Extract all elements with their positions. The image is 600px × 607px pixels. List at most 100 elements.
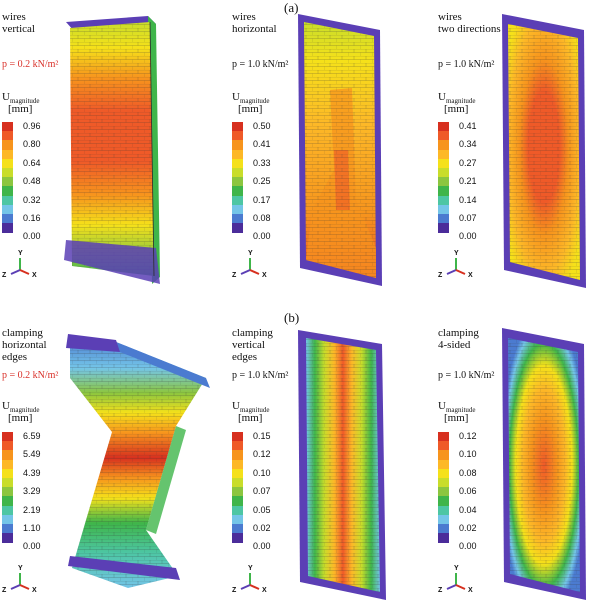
u-symbol: U <box>2 91 10 103</box>
part-label-a: (a) <box>284 0 299 15</box>
legend-swatch <box>438 195 449 206</box>
wall-model-wires-vertical <box>64 16 160 284</box>
title-line: clamping <box>2 327 43 339</box>
legend-swatch <box>2 441 13 451</box>
legend-swatch <box>232 149 243 160</box>
u-subscript: magnitude <box>445 406 476 415</box>
legend-value: 0.12 <box>459 431 477 441</box>
u-magnitude-label: Umagnitude <box>438 91 476 105</box>
legend-value: 0.08 <box>253 213 271 223</box>
legend-swatch <box>2 214 13 224</box>
axis-arrow <box>446 584 457 590</box>
axis-arrow <box>240 269 251 275</box>
u-magnitude-label: Umagnitude <box>2 400 40 414</box>
title-line: wires <box>232 11 256 23</box>
title-line: clamping <box>232 327 273 339</box>
u-subscript: magnitude <box>239 97 270 106</box>
legend-swatch <box>232 177 243 187</box>
axis-label-z: Z <box>438 587 443 594</box>
legend-swatch <box>438 533 449 543</box>
legend-swatch <box>2 468 13 479</box>
axis-label-z: Z <box>232 587 237 594</box>
wall-model-wires-two-directions <box>502 14 586 288</box>
title-line: edges <box>232 351 258 363</box>
pressure-label: p = 0.2 kN/m² <box>2 59 59 70</box>
axis-arrow <box>240 584 251 590</box>
u-magnitude-label: Umagnitude <box>232 91 270 105</box>
legend-value: 0.48 <box>23 176 41 187</box>
title-line: wires <box>2 11 26 23</box>
legend-swatch <box>2 514 13 525</box>
axis-label-x: X <box>468 272 473 279</box>
u-symbol: U <box>438 400 446 412</box>
legend-swatch <box>232 478 243 488</box>
legend-value: 0.07 <box>253 486 271 497</box>
legend-swatch <box>438 432 449 442</box>
legend-swatch <box>2 204 13 215</box>
legend-swatch <box>232 468 243 479</box>
panel-title-clamping-vertical-edges: clamping vertical edges <box>232 327 273 363</box>
title-line: vertical <box>232 339 265 351</box>
legend-swatch <box>438 214 449 224</box>
axis-label-y: Y <box>248 250 253 257</box>
legend-value: 0.02 <box>459 523 477 533</box>
axis-arrow <box>10 584 21 590</box>
axis-arrow <box>455 269 466 275</box>
legend-swatch <box>2 533 13 543</box>
u-subscript: magnitude <box>239 406 270 415</box>
legend-swatch <box>232 432 243 442</box>
legend-value: 0.34 <box>459 139 477 150</box>
legend-value: 0.50 <box>253 121 271 131</box>
axis-triad <box>240 258 260 275</box>
legend-value: 0.04 <box>459 504 477 515</box>
legend-value: 0.80 <box>23 139 41 150</box>
legend-value: 0.00 <box>23 231 41 242</box>
u-symbol: U <box>2 400 10 412</box>
legend-swatch <box>232 441 243 451</box>
legend-swatch <box>438 122 449 132</box>
title-line: horizontal <box>2 339 47 351</box>
legend-swatch <box>232 223 243 233</box>
panel-title-wires-horizontal: wires horizontal <box>232 11 277 35</box>
legend-swatch <box>232 496 243 506</box>
legend-swatch <box>438 177 449 187</box>
unit-label: [mm] <box>238 103 263 115</box>
axis-label-y: Y <box>454 565 459 572</box>
legend-value: 0.41 <box>253 139 271 150</box>
legend-swatch <box>232 487 243 497</box>
legend-swatch <box>2 177 13 187</box>
legend-value: 0.00 <box>253 231 271 242</box>
legend-swatch <box>232 505 243 516</box>
legend-value: 4.39 <box>23 467 41 478</box>
axis-label-z: Z <box>2 587 7 594</box>
u-symbol: U <box>232 91 240 103</box>
legend-swatch <box>232 459 243 470</box>
legend-swatch <box>2 158 13 169</box>
legend-swatch <box>2 140 13 150</box>
legend-swatch <box>438 131 449 141</box>
legend-swatch <box>2 168 13 178</box>
axis-triad <box>240 573 260 590</box>
axis-triad <box>446 258 466 275</box>
axis-label-y: Y <box>18 250 23 257</box>
legend-value: 0.08 <box>459 467 477 478</box>
legend-value: 0.06 <box>459 486 477 497</box>
axis-label-y: Y <box>454 250 459 257</box>
axis-arrow <box>10 269 21 275</box>
legend-value: 1.10 <box>23 523 41 533</box>
legend-swatch <box>438 140 449 150</box>
legend-swatch <box>2 505 13 516</box>
legend-swatch <box>2 223 13 233</box>
legend-swatch <box>438 450 449 460</box>
title-line: two directions <box>438 23 501 35</box>
u-magnitude-label: Umagnitude <box>232 400 270 414</box>
legend-swatch <box>2 149 13 160</box>
legend-value: 0.00 <box>459 231 477 242</box>
legend-swatch <box>438 149 449 160</box>
legend-swatch <box>2 186 13 196</box>
pressure-label: p = 1.0 kN/m² <box>438 370 495 381</box>
legend-swatch <box>2 195 13 206</box>
legend-swatch <box>232 450 243 460</box>
legend-swatch <box>2 122 13 132</box>
